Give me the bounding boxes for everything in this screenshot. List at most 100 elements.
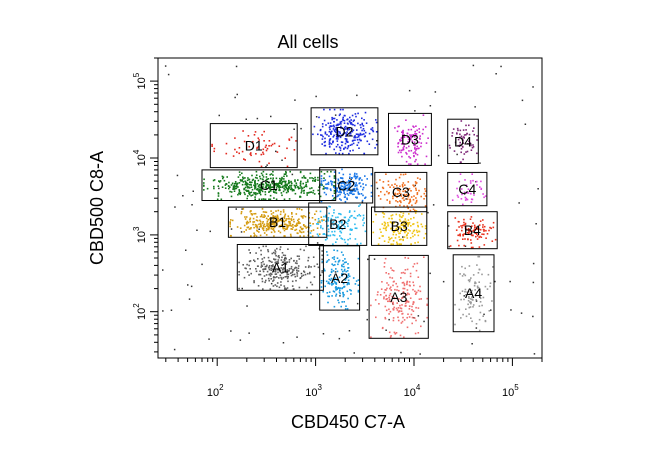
dot-b1 bbox=[258, 223, 260, 226]
dot-a3 bbox=[398, 310, 400, 312]
dot-b2 bbox=[331, 215, 334, 217]
dot-a3 bbox=[407, 301, 410, 303]
dot-b3 bbox=[411, 232, 414, 235]
gate-c4[interactable] bbox=[447, 171, 488, 207]
dot-b1 bbox=[282, 211, 285, 213]
dot-d1 bbox=[266, 147, 269, 150]
dot-c2 bbox=[356, 188, 359, 191]
dot-b2 bbox=[344, 216, 347, 219]
dot-d1 bbox=[271, 143, 274, 146]
gate-d2[interactable] bbox=[310, 107, 379, 156]
dot-a1 bbox=[284, 270, 287, 272]
gate-d3[interactable] bbox=[388, 112, 432, 166]
dot-a1 bbox=[284, 257, 287, 259]
dot-c1 bbox=[271, 180, 273, 183]
dot-a3 bbox=[401, 296, 404, 299]
dot-b1 bbox=[275, 216, 278, 218]
dot-a3 bbox=[416, 262, 419, 265]
dot-d3 bbox=[409, 138, 412, 141]
dot-b4 bbox=[457, 234, 459, 237]
dot-b2 bbox=[340, 237, 342, 239]
dot-c1 bbox=[251, 188, 254, 191]
dot-a1 bbox=[272, 280, 274, 282]
dot-b1 bbox=[278, 219, 281, 222]
dot-b4 bbox=[468, 230, 470, 232]
gate-a1[interactable] bbox=[236, 244, 324, 291]
dot-c2 bbox=[357, 193, 360, 195]
dot-c1 bbox=[283, 175, 285, 178]
dot-b4 bbox=[481, 233, 483, 235]
dot-c1 bbox=[232, 185, 235, 188]
dot-b2 bbox=[339, 226, 341, 228]
gate-c1[interactable] bbox=[201, 169, 337, 201]
dot-b1 bbox=[288, 224, 291, 227]
dot-b4 bbox=[468, 231, 471, 233]
dot-d1 bbox=[258, 139, 260, 141]
dot-b1 bbox=[268, 227, 270, 230]
dot-c1 bbox=[275, 187, 278, 189]
dot-a1 bbox=[296, 269, 298, 271]
gate-a3[interactable] bbox=[368, 254, 429, 339]
dot-c3 bbox=[409, 201, 411, 203]
dot-c2 bbox=[348, 189, 351, 192]
dot-a3 bbox=[393, 296, 396, 299]
dot-d2 bbox=[363, 152, 366, 155]
dot-c1 bbox=[272, 174, 274, 176]
dot-b1 bbox=[302, 224, 305, 227]
dot-b3 bbox=[385, 226, 387, 229]
dot-d1 bbox=[232, 155, 235, 157]
dot-b1 bbox=[266, 222, 268, 225]
dot-a3 bbox=[402, 292, 405, 295]
dot-c1 bbox=[293, 189, 295, 192]
dot-a2 bbox=[343, 270, 346, 272]
dot-c2 bbox=[348, 192, 351, 194]
dot-b2 bbox=[346, 243, 349, 245]
dot-c1 bbox=[294, 192, 297, 195]
dot-a3 bbox=[397, 316, 399, 319]
dot-d2 bbox=[334, 130, 336, 132]
dot-b1 bbox=[300, 231, 303, 234]
dot-d3 bbox=[407, 141, 409, 143]
dot-b4 bbox=[482, 228, 485, 231]
background-dot bbox=[170, 309, 173, 311]
background-dot bbox=[429, 105, 432, 107]
gate-d1[interactable] bbox=[209, 123, 298, 169]
dot-c1 bbox=[238, 190, 241, 192]
dot-c1 bbox=[309, 191, 312, 194]
dot-d1 bbox=[270, 144, 273, 147]
dot-c1 bbox=[245, 182, 248, 184]
dot-a3 bbox=[409, 297, 412, 299]
dot-a1 bbox=[262, 270, 265, 273]
dot-a1 bbox=[276, 285, 278, 288]
dot-d1 bbox=[276, 151, 279, 153]
dot-a3 bbox=[383, 266, 386, 268]
dot-c3 bbox=[389, 186, 391, 188]
dot-d4 bbox=[462, 158, 464, 161]
background-dot bbox=[322, 333, 325, 335]
dot-b1 bbox=[299, 231, 302, 233]
gate-b4[interactable] bbox=[447, 211, 498, 250]
dot-a3 bbox=[403, 287, 406, 290]
dot-d4 bbox=[472, 144, 474, 146]
dot-a4 bbox=[481, 304, 483, 307]
dot-c2 bbox=[343, 192, 345, 194]
gate-c3[interactable] bbox=[374, 171, 428, 213]
dot-a1 bbox=[285, 258, 287, 260]
dot-c2 bbox=[325, 183, 327, 186]
dot-c1 bbox=[258, 198, 261, 201]
dot-a2 bbox=[346, 282, 349, 285]
gate-b3[interactable] bbox=[371, 206, 428, 246]
background-dot bbox=[245, 118, 247, 120]
gate-a4[interactable] bbox=[452, 254, 495, 333]
background-dot bbox=[471, 343, 473, 345]
dot-b2 bbox=[327, 230, 330, 233]
gate-a2[interactable] bbox=[319, 245, 361, 311]
gate-d4[interactable] bbox=[447, 118, 479, 164]
dot-c1 bbox=[244, 183, 246, 186]
dot-b1 bbox=[254, 223, 257, 226]
dot-b2 bbox=[320, 225, 322, 227]
dot-d2 bbox=[375, 119, 377, 121]
gate-b1[interactable] bbox=[227, 206, 328, 238]
dot-c1 bbox=[246, 197, 248, 200]
dot-c1 bbox=[291, 189, 294, 192]
